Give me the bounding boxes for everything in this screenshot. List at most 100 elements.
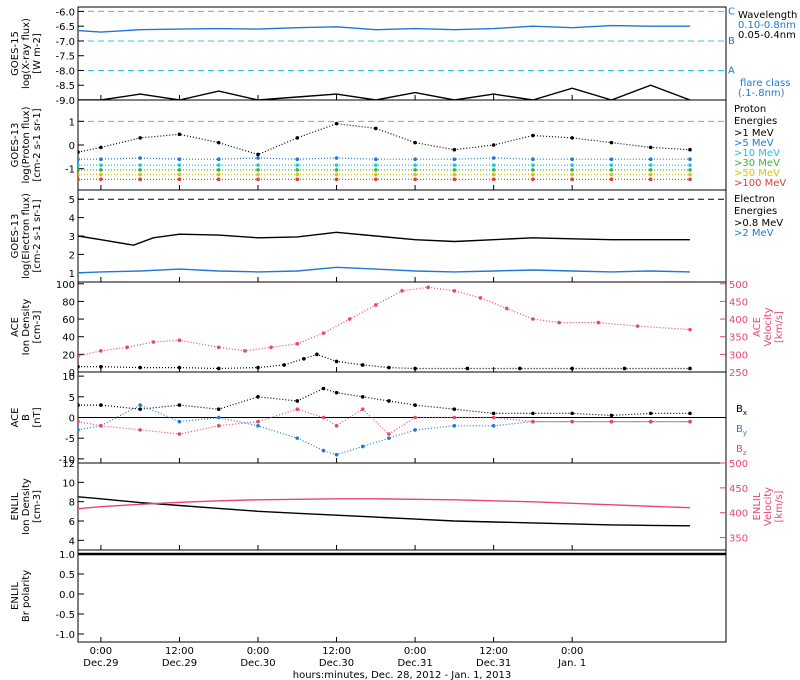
- legend-title: Energies: [734, 116, 777, 127]
- flare-class-letter: B: [728, 36, 735, 47]
- y-tick-label: 3: [69, 232, 75, 243]
- data-point: [177, 419, 182, 424]
- data-point: [452, 157, 457, 162]
- data-point: [609, 172, 614, 177]
- y-axis-label: B: [21, 414, 32, 421]
- y-tick-label: -6.5: [55, 22, 75, 33]
- panel-frame: [77, 281, 727, 373]
- data-point: [387, 399, 391, 403]
- series-proton-0: [78, 121, 692, 157]
- data-point: [531, 177, 535, 182]
- data-point: [609, 157, 614, 162]
- data-point: [570, 163, 574, 167]
- y-axis-label: [cm-2 s-1 sr-1]: [32, 108, 43, 181]
- y-axis-label: GOES-15: [10, 31, 21, 76]
- data-point: [465, 366, 470, 371]
- data-point: [452, 415, 457, 420]
- data-point: [531, 157, 535, 162]
- y-tick-label: 5: [69, 195, 75, 206]
- data-point: [177, 163, 182, 167]
- y-axis-label: ENLIL: [10, 582, 21, 610]
- x-tick-date: Dec.29: [83, 658, 118, 669]
- legend-entry-base: B: [736, 444, 743, 455]
- legend-entry: Bz: [736, 444, 747, 457]
- y-tick-label: 0.0: [59, 590, 75, 601]
- y-tick-label: 0.5: [59, 570, 75, 581]
- y-axis-label: Ion Density: [21, 478, 32, 535]
- data-point: [216, 345, 221, 350]
- series-trace: [78, 123, 691, 156]
- y-tick-label: 1.0: [59, 550, 75, 561]
- data-point: [413, 415, 417, 420]
- data-point: [78, 428, 80, 432]
- legend-title: Energies: [734, 206, 777, 217]
- y-axis-label: ACE: [10, 408, 21, 428]
- data-point: [216, 140, 221, 145]
- x-tick-date: Dec.30: [319, 658, 354, 669]
- y-tick-label: -6.0: [55, 7, 75, 18]
- series-trace: [78, 353, 690, 370]
- y-tick-label: 60: [62, 315, 75, 326]
- data-point: [78, 150, 80, 154]
- data-point: [491, 168, 496, 172]
- data-point: [138, 403, 142, 407]
- data-point: [177, 172, 182, 177]
- data-point: [413, 172, 417, 177]
- y-axis-label-right: [km/s]: [774, 311, 785, 343]
- panel-frame: [77, 462, 727, 551]
- x-axis-label: hours:minutes, Dec. 28, 2012 - Jan. 1, 2…: [293, 670, 511, 680]
- y-axis-label: GOES-13: [10, 123, 21, 168]
- data-point: [648, 419, 653, 424]
- data-point: [387, 365, 391, 370]
- series-ace_plasma-1: [78, 285, 692, 358]
- data-point: [609, 140, 614, 145]
- legend-entry: >50 MeV: [734, 168, 780, 179]
- data-point: [177, 403, 182, 407]
- data-point: [99, 163, 103, 167]
- y-tick-label-right: 250: [729, 368, 748, 379]
- data-point: [216, 163, 221, 167]
- y-tick-label: 2: [69, 250, 75, 261]
- x-tick-time: 0:00: [247, 646, 269, 657]
- data-point: [491, 415, 496, 420]
- data-point: [413, 168, 417, 172]
- series-line: [78, 84, 691, 100]
- data-point: [125, 345, 129, 350]
- x-tick-time: 12:00: [322, 646, 351, 657]
- data-point: [688, 147, 692, 152]
- data-point: [347, 317, 352, 321]
- data-point: [99, 168, 103, 172]
- data-point: [570, 157, 574, 162]
- y-axis-label: ENLIL: [10, 492, 21, 520]
- legend-entry: 0.05-0.4nm: [738, 30, 796, 41]
- data-point: [138, 428, 142, 432]
- series-ace_field-0: [78, 386, 692, 418]
- data-point: [491, 177, 496, 182]
- data-point: [177, 168, 182, 172]
- data-point: [99, 423, 103, 428]
- series-trace: [78, 404, 690, 456]
- y-tick-label: 5: [69, 393, 75, 404]
- y-axis-label-right: Velocity: [763, 487, 774, 526]
- data-point: [413, 163, 417, 167]
- data-point: [216, 157, 221, 162]
- y-tick-label-right: 500: [729, 280, 748, 291]
- data-point: [99, 403, 103, 407]
- y-tick-label-right: 300: [729, 350, 748, 361]
- x-tick-time: 0:00: [404, 646, 426, 657]
- data-point: [256, 395, 260, 399]
- data-point: [138, 163, 142, 167]
- series-trace: [78, 286, 691, 357]
- y-tick-label-right: 350: [729, 534, 748, 545]
- data-point: [609, 413, 614, 418]
- y-tick-label: -0.5: [55, 610, 75, 621]
- y-tick-label: 0: [69, 368, 75, 379]
- data-point: [413, 157, 417, 162]
- y-tick-label: 8: [69, 498, 75, 509]
- series-proton-4: [78, 172, 692, 177]
- data-point: [99, 157, 103, 162]
- data-point: [452, 423, 457, 428]
- data-point: [531, 163, 535, 167]
